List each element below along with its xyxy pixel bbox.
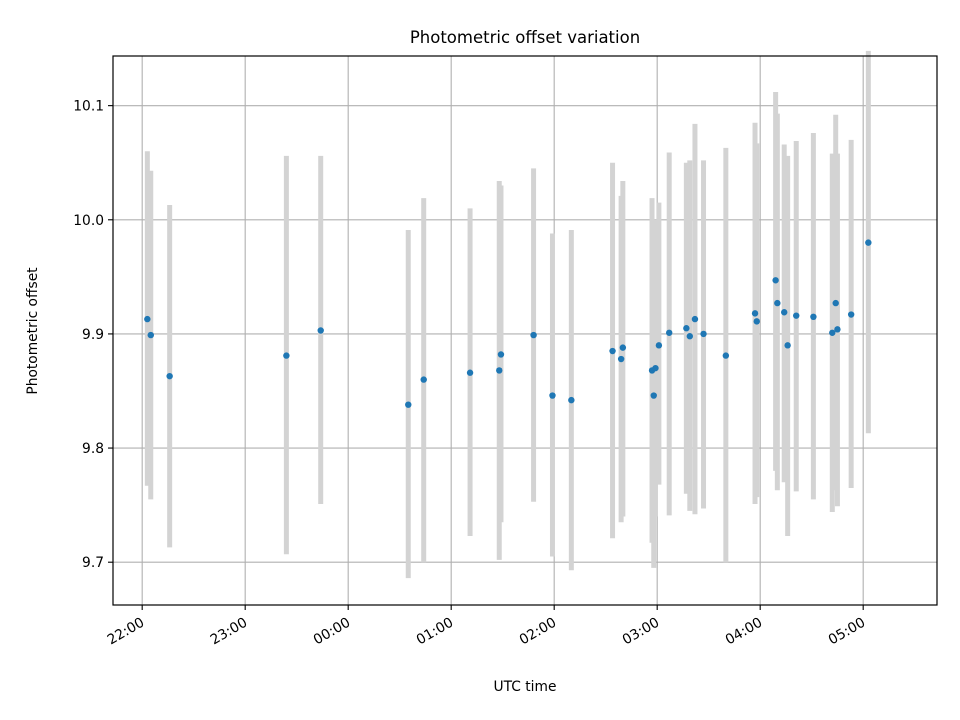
data-point: [549, 392, 556, 399]
data-point: [810, 313, 817, 321]
data-point: [865, 239, 872, 246]
data-point: [686, 333, 693, 340]
data-point: [283, 352, 290, 359]
data-point: [530, 331, 537, 339]
data-point: [832, 299, 839, 307]
y-tick-label: 9.8: [82, 441, 104, 457]
data-point: [751, 310, 759, 317]
data-point: [405, 401, 412, 408]
data-point: [772, 277, 779, 284]
data-point: [144, 315, 151, 323]
data-point: [497, 351, 505, 358]
data-point: [147, 331, 154, 339]
plot-frame: [112, 55, 938, 606]
data-point: [496, 367, 503, 374]
data-point: [617, 355, 625, 363]
x-axis-label: UTC time: [494, 679, 557, 695]
y-tick-label: 9.9: [82, 327, 104, 343]
data-point: [166, 372, 173, 380]
data-point: [466, 369, 474, 376]
y-axis-ticks: 9.7 9.8 9.9 10.0 10.1: [73, 99, 113, 571]
data-point: [834, 326, 841, 333]
data-point: [655, 342, 663, 349]
y-tick-label: 9.7: [82, 555, 104, 571]
data-point: [774, 299, 781, 307]
data-point: [666, 329, 673, 336]
data-point: [609, 347, 616, 355]
data-point: [691, 315, 699, 323]
y-tick-label: 10.1: [73, 99, 104, 115]
data-points: [144, 239, 872, 408]
data-point: [781, 309, 788, 316]
data-point: [568, 396, 575, 404]
data-point: [700, 330, 707, 338]
chart-title: Photometric offset variation: [410, 28, 640, 47]
data-point: [420, 376, 427, 383]
data-point: [784, 342, 791, 349]
y-tick-label: 10.0: [73, 213, 104, 229]
y-axis-label: Photometric offset: [25, 267, 41, 395]
data-point: [753, 318, 760, 325]
data-point: [847, 311, 855, 318]
data-point: [652, 364, 659, 372]
data-point: [619, 344, 627, 351]
data-point: [650, 392, 657, 399]
data-point: [317, 327, 324, 334]
data-point: [829, 329, 836, 336]
data-point: [722, 352, 730, 359]
data-point: [683, 325, 690, 332]
data-point: [793, 312, 800, 319]
